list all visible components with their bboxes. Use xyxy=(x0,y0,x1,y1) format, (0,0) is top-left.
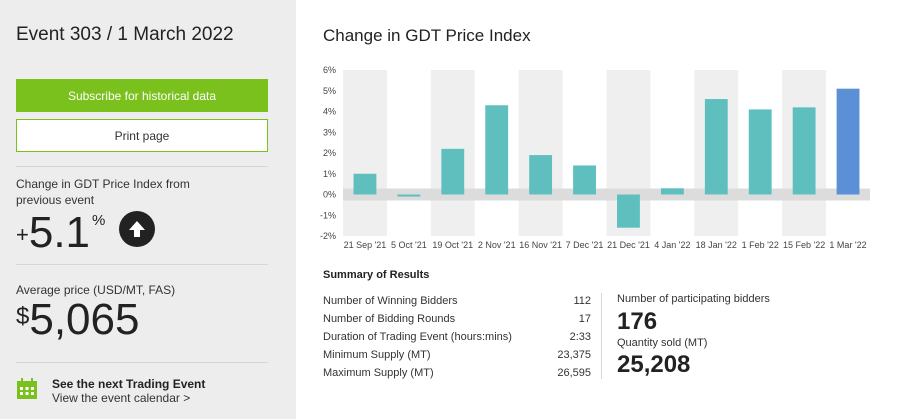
summary-row: Duration of Trading Event (hours:mins) 2… xyxy=(323,328,591,346)
summary-table: Number of Winning Bidders 112 Number of … xyxy=(323,292,591,382)
event-calendar-link[interactable]: View the event calendar > xyxy=(52,391,191,405)
x-tick-label: 15 Feb '22 xyxy=(783,240,825,250)
summary-title: Summary of Results xyxy=(323,269,430,281)
y-tick-label: -1% xyxy=(320,210,336,220)
column-band xyxy=(343,70,387,236)
bar xyxy=(836,88,860,195)
bar xyxy=(573,165,596,195)
average-price-value: $ 5,065 xyxy=(16,296,139,344)
average-price-label: Average price (USD/MT, FAS) xyxy=(16,283,176,297)
summary-row-label: Number of Winning Bidders xyxy=(323,295,458,307)
x-tick-label: 16 Nov '21 xyxy=(519,240,562,250)
y-tick-label: 4% xyxy=(323,107,336,117)
bar xyxy=(353,173,377,195)
change-number: 5.1 xyxy=(28,208,91,257)
column-band xyxy=(518,70,563,236)
bar xyxy=(704,99,728,195)
change-unit: % xyxy=(92,212,106,229)
x-tick-label: 19 Oct '21 xyxy=(432,240,473,250)
zero-band xyxy=(343,188,870,201)
quantity-sold-value: 25,208 xyxy=(617,351,691,378)
participants-label: Number of participating bidders xyxy=(617,293,770,305)
x-tick-label: 18 Jan '22 xyxy=(696,240,737,250)
summary-row-label: Maximum Supply (MT) xyxy=(323,367,434,379)
next-event-link[interactable]: See the next Trading Event View the even… xyxy=(16,377,205,406)
x-tick-label: 5 Oct '21 xyxy=(391,240,427,250)
x-tick-label: 7 Dec '21 xyxy=(566,240,604,250)
divider xyxy=(16,264,268,265)
print-button[interactable]: Print page xyxy=(16,119,268,152)
summary-row-value: 26,595 xyxy=(557,367,591,379)
bar xyxy=(441,148,465,195)
currency-symbol: $ xyxy=(16,303,30,330)
x-tick-label: 1 Feb '22 xyxy=(742,240,779,250)
bar xyxy=(485,105,509,195)
bar xyxy=(792,107,816,195)
bar xyxy=(748,109,772,195)
arrow-up-icon xyxy=(119,211,155,247)
summary-row: Number of Bidding Rounds 17 xyxy=(323,310,591,328)
summary-row-value: 112 xyxy=(573,295,591,307)
subscribe-button[interactable]: Subscribe for historical data xyxy=(16,79,268,112)
bar xyxy=(617,194,640,228)
x-tick-label: 21 Sep '21 xyxy=(344,240,387,250)
change-label: Change in GDT Price Index from previous … xyxy=(16,177,190,207)
x-tick-label: 4 Jan '22 xyxy=(654,240,690,250)
summary-row-label: Number of Bidding Rounds xyxy=(323,313,456,325)
y-tick-label: -2% xyxy=(320,231,336,241)
bar xyxy=(660,188,684,195)
summary-row-label: Duration of Trading Event (hours:mins) xyxy=(323,331,512,343)
event-title: Event 303 / 1 March 2022 xyxy=(16,24,234,45)
summary-row-value: 2:33 xyxy=(569,331,591,343)
change-value: + 5.1 % xyxy=(16,210,105,258)
x-tick-label: 21 Dec '21 xyxy=(607,240,650,250)
summary-row: Maximum Supply (MT) 26,595 xyxy=(323,364,591,382)
x-tick-label: 1 Mar '22 xyxy=(829,240,866,250)
y-tick-label: 5% xyxy=(323,86,336,96)
calendar-icon xyxy=(16,378,38,400)
summary-row: Minimum Supply (MT) 23,375 xyxy=(323,346,591,364)
summary-row: Number of Winning Bidders 112 xyxy=(323,292,591,310)
y-tick-label: 0% xyxy=(323,190,336,200)
summary-row-value: 17 xyxy=(578,313,591,325)
vertical-divider xyxy=(601,293,602,379)
divider xyxy=(16,166,268,167)
bar xyxy=(529,155,553,195)
change-sign: + xyxy=(16,222,29,247)
y-tick-label: 3% xyxy=(323,127,336,137)
divider xyxy=(16,362,268,363)
y-tick-label: 1% xyxy=(323,169,336,179)
y-tick-label: 2% xyxy=(323,148,336,158)
sidebar: Event 303 / 1 March 2022 Subscribe for h… xyxy=(0,0,296,419)
participants-value: 176 xyxy=(617,308,658,335)
quantity-sold-label: Quantity sold (MT) xyxy=(617,337,708,349)
y-tick-label: 6% xyxy=(323,65,336,75)
bar xyxy=(397,194,421,197)
summary-row-label: Minimum Supply (MT) xyxy=(323,349,431,361)
average-price-number: 5,065 xyxy=(29,295,140,344)
price-index-bar-chart: 6% 5% 4% 3% 2% 1% 0% -1% -2% 21 Sep '21 5 Oct '21 1… xyxy=(320,65,870,250)
chart-title: Change in GDT Price Index xyxy=(323,26,531,45)
next-event-title: See the next Trading Event xyxy=(52,377,206,391)
summary-row-value: 23,375 xyxy=(557,349,591,361)
x-tick-label: 2 Nov '21 xyxy=(478,240,516,250)
